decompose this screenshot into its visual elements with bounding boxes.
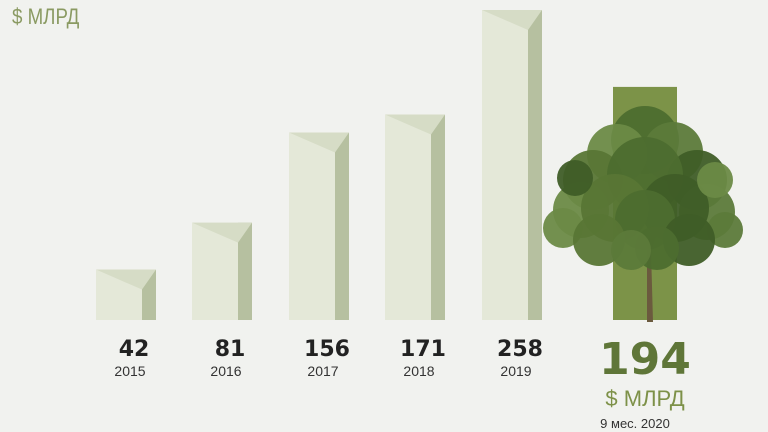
tree-icon (543, 106, 743, 322)
tick-label: 2015 (114, 363, 145, 379)
tick-label: 2016 (210, 363, 241, 379)
value-label-highlight: 194 (599, 334, 691, 385)
value-label: 258 (497, 337, 543, 362)
bar (482, 10, 542, 320)
unit-label: $ МЛРД (12, 4, 80, 29)
value-label: 156 (304, 337, 350, 362)
bar (96, 269, 156, 320)
tick-label: 2018 (403, 363, 434, 379)
bar (385, 114, 445, 320)
tick-label: 2019 (500, 363, 531, 379)
highlight-unit-label: $ МЛРД (605, 386, 684, 411)
bar (289, 132, 349, 320)
bar (192, 222, 252, 320)
tick-label: 9 мес. 2020 (600, 416, 670, 431)
value-label: 42 (119, 337, 150, 362)
tick-label: 2017 (307, 363, 338, 379)
value-label: 171 (400, 337, 446, 362)
value-label: 81 (215, 337, 246, 362)
bars-group (96, 10, 677, 320)
